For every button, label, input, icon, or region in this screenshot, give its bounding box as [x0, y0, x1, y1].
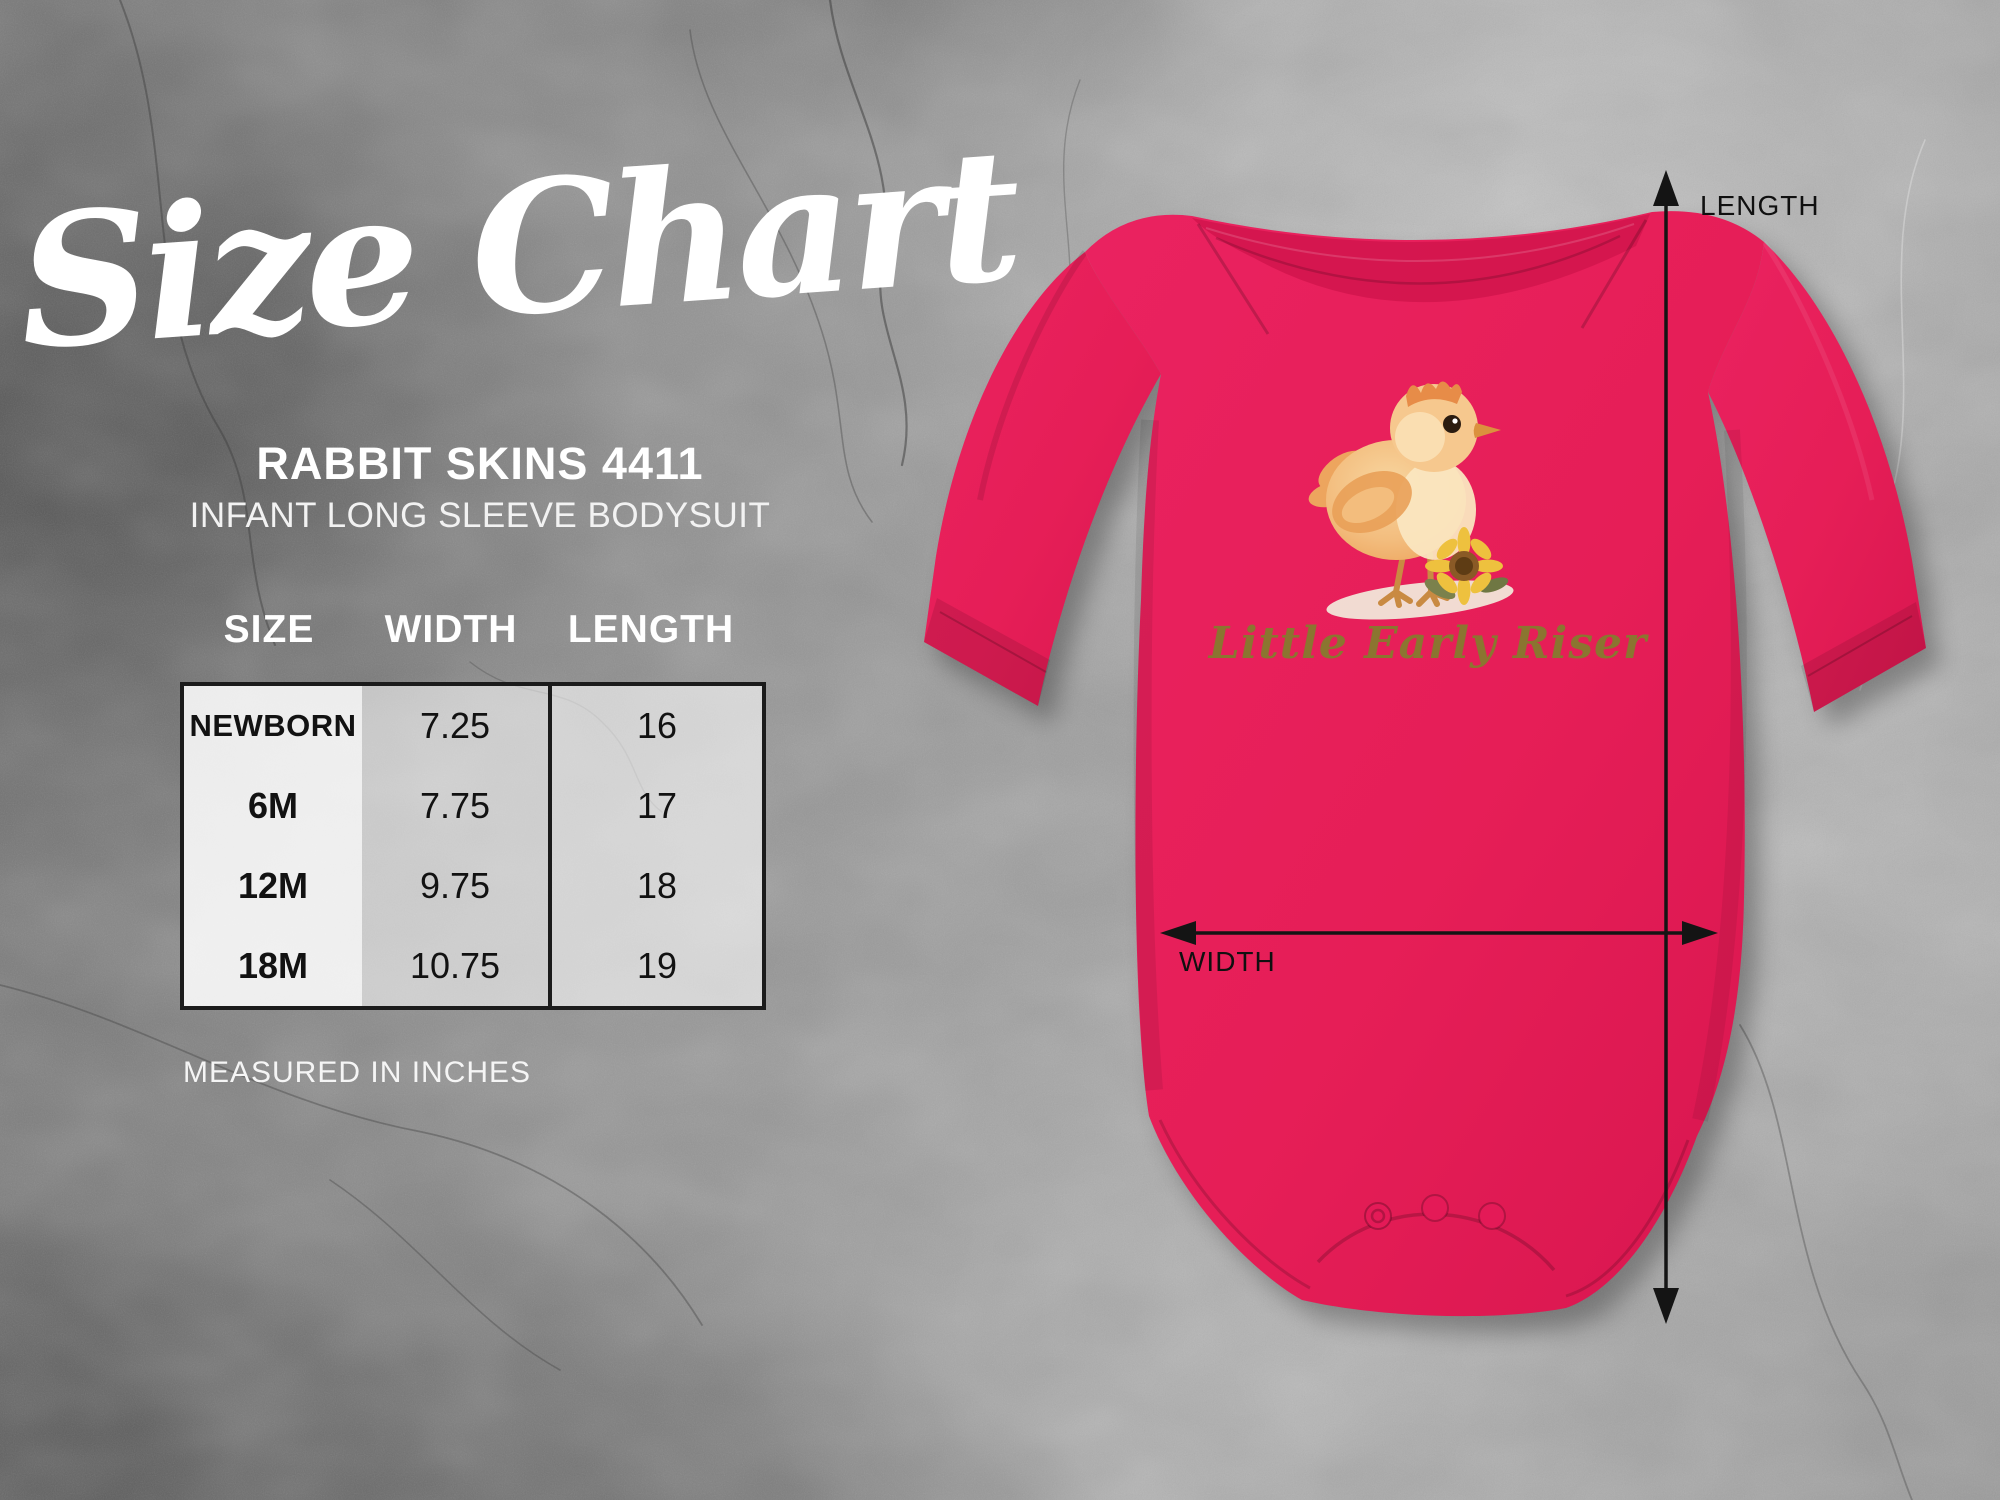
- width-cell: 9.75: [362, 846, 548, 926]
- size-cell: 6M: [184, 766, 362, 846]
- product-description: INFANT LONG SLEEVE BODYSUIT: [189, 496, 771, 535]
- product-brand: RABBIT SKINS 4411: [256, 438, 704, 489]
- column-header-length: LENGTH: [567, 608, 735, 651]
- units-note: MEASURED IN INCHES: [183, 1056, 532, 1089]
- column-header-size: SIZE: [223, 608, 315, 651]
- length-cell: 18: [548, 846, 762, 926]
- length-cell: 19: [548, 926, 762, 1006]
- length-dimension-label: LENGTH: [1700, 190, 1820, 221]
- size-table-header: SIZE WIDTH LENGTH: [180, 608, 758, 652]
- size-table: NEWBORN 7.25 16 6M 7.75 17 12M 9.75 18 1…: [180, 682, 766, 1010]
- size-cell: 12M: [184, 846, 362, 926]
- size-cell: NEWBORN: [184, 686, 362, 766]
- column-header-width: WIDTH: [384, 608, 518, 651]
- garment-print-text: Little Early Riser: [1208, 618, 1648, 669]
- size-cell: 18M: [184, 926, 362, 1006]
- width-cell: 7.75: [362, 766, 548, 846]
- width-cell: 7.25: [362, 686, 548, 766]
- length-cell: 16: [548, 686, 762, 766]
- length-cell: 17: [548, 766, 762, 846]
- width-dimension-label: WIDTH: [1179, 946, 1276, 977]
- width-cell: 10.75: [362, 926, 548, 1006]
- page-title: Size Chart: [11, 107, 1023, 391]
